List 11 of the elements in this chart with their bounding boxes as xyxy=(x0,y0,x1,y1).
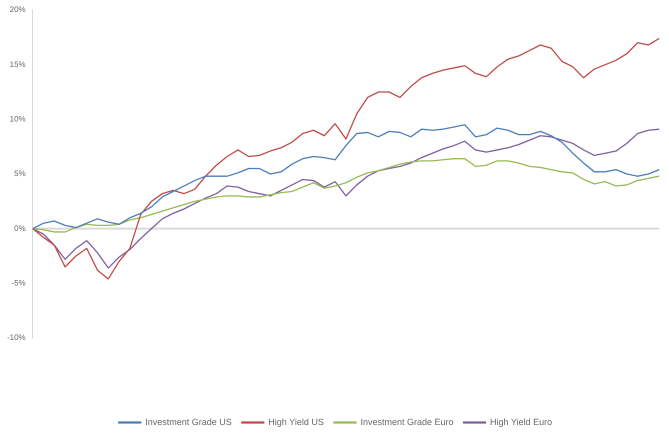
y-tick-label: 0% xyxy=(14,224,26,233)
legend-label: Investment Grade Euro xyxy=(360,416,454,427)
legend-label: High Yield Euro xyxy=(490,416,552,427)
y-tick-label: 15% xyxy=(10,60,26,69)
y-tick-label: -5% xyxy=(11,278,26,288)
y-tick-label: -10% xyxy=(6,333,26,342)
y-tick-label: 5% xyxy=(14,169,26,178)
legend-label: Investment Grade US xyxy=(145,416,232,427)
y-tick-label: 20% xyxy=(10,5,26,14)
y-tick-label: 10% xyxy=(10,114,26,124)
legend-label: High Yield US xyxy=(268,416,324,427)
